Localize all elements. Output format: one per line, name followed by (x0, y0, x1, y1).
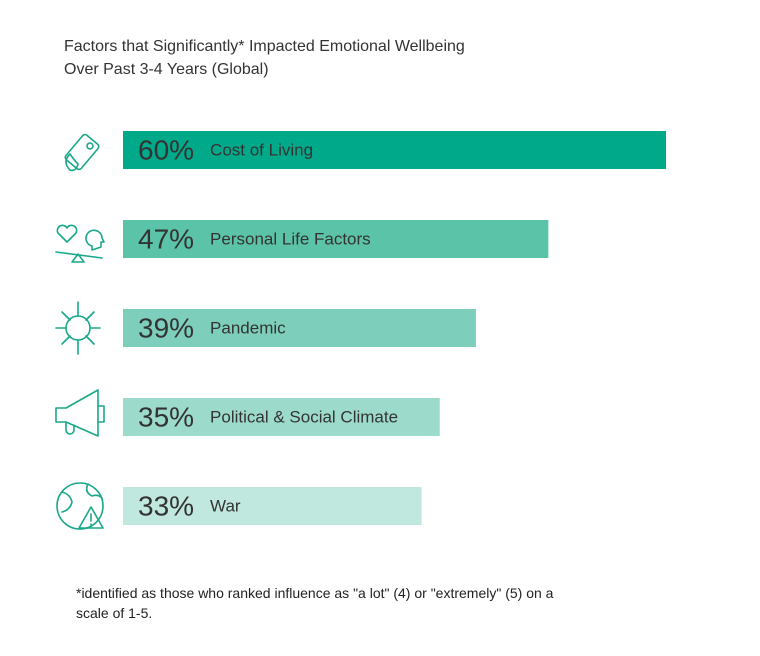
icon-balance (55, 224, 105, 263)
bar (123, 398, 440, 436)
category-label: Personal Life Factors (210, 229, 371, 248)
bar (123, 309, 476, 347)
bar (123, 220, 549, 258)
category-label: Political & Social Climate (210, 407, 398, 426)
chart-subtitle: Over Past 3-4 Years (Global) (64, 61, 269, 78)
category-label: War (210, 496, 241, 515)
value-label: 35% (138, 401, 194, 432)
category-label: Pandemic (210, 318, 286, 337)
footnote: *identified as those who ranked influenc… (76, 585, 554, 621)
value-label: 60% (138, 134, 194, 165)
value-label: 39% (138, 312, 194, 343)
icon-money (64, 133, 100, 172)
bar (123, 131, 666, 169)
icon-megaphone (55, 389, 105, 437)
icon-globe-warning (56, 482, 104, 530)
icon-virus (55, 301, 101, 355)
category-label: Cost of Living (210, 140, 313, 159)
bar (123, 487, 422, 525)
value-label: 47% (138, 223, 194, 254)
value-label: 33% (138, 490, 194, 521)
chart-title: Factors that Significantly* Impacted Emo… (64, 38, 465, 55)
